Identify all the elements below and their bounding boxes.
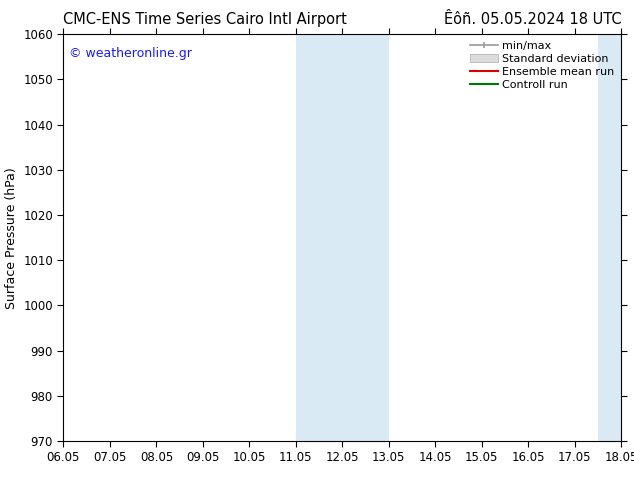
Text: CMC-ENS Time Series Cairo Intl Airport: CMC-ENS Time Series Cairo Intl Airport — [63, 12, 347, 27]
Bar — [296, 34, 389, 441]
Text: Êôñ. 05.05.2024 18 UTC: Êôñ. 05.05.2024 18 UTC — [444, 12, 621, 27]
Legend: min/max, Standard deviation, Ensemble mean run, Controll run: min/max, Standard deviation, Ensemble me… — [467, 38, 618, 93]
Bar — [598, 34, 634, 441]
Y-axis label: Surface Pressure (hPa): Surface Pressure (hPa) — [4, 167, 18, 309]
Text: © weatheronline.gr: © weatheronline.gr — [69, 47, 192, 59]
